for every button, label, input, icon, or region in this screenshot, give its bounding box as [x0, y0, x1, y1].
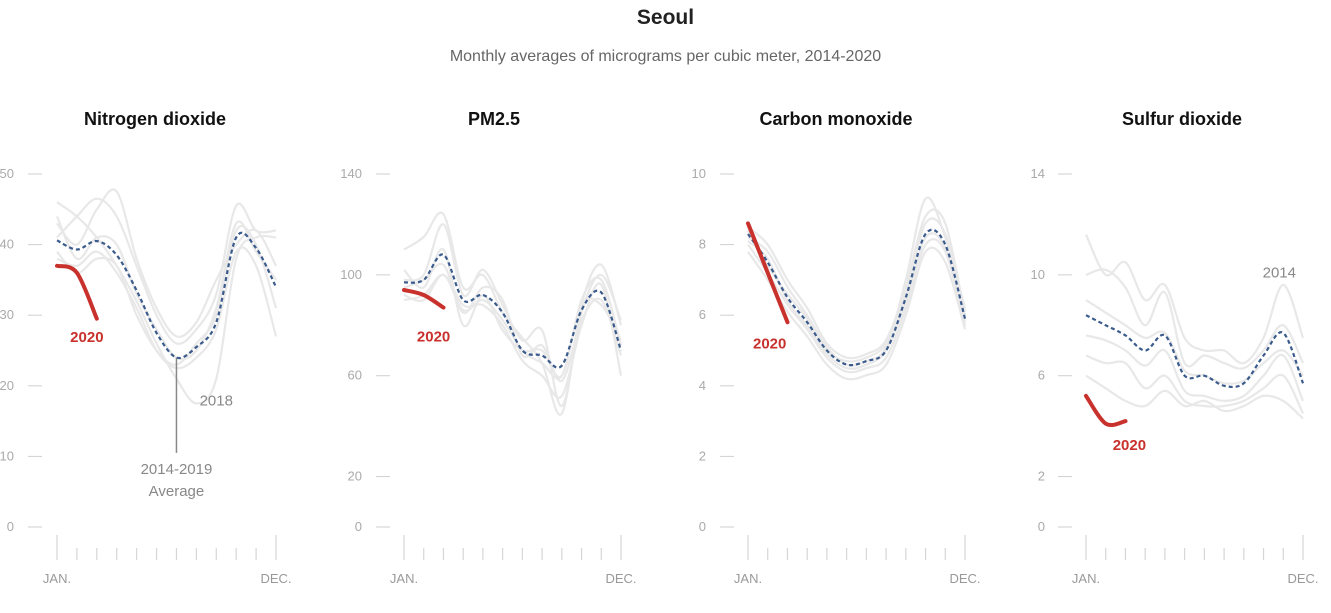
- annotation-label: 2018: [200, 393, 233, 410]
- annotation-label: 2020: [753, 336, 786, 353]
- series-line-background: [56, 224, 278, 366]
- series-line-background: [56, 246, 278, 370]
- series-line-background: [747, 196, 967, 367]
- series-line-2020: [746, 221, 790, 325]
- chart-title: Seoul: [636, 6, 695, 29]
- chart-panel-4: Sulfur dioxide 0 2 6 10 14 JAN. DEC. 2020 2014: [1031, 109, 1319, 586]
- annotation-label: 2014: [1263, 264, 1296, 281]
- series-line-background: [747, 208, 967, 360]
- series-line-2020: [1084, 393, 1128, 428]
- y-tick-label: 10: [692, 166, 706, 181]
- series-line-background: [1085, 354, 1304, 415]
- x-label-start: JAN.: [390, 571, 418, 586]
- x-label-end: DEC.: [1287, 571, 1318, 586]
- series-line-background: [403, 248, 623, 379]
- annotation-label: Average: [149, 483, 205, 500]
- x-label-start: JAN.: [734, 571, 762, 586]
- chart-panel-2: PM2.5 0 20 60 100 140 JAN. DEC. 2020: [340, 109, 636, 586]
- y-tick-label: 100: [340, 267, 362, 282]
- series-line-background: [747, 238, 967, 374]
- y-tick-label: 60: [348, 368, 362, 383]
- x-label-end: DEC.: [949, 571, 980, 586]
- chart-panel-3: Carbon monoxide 0 2 4 6 8 10 JAN. DEC. 2020: [692, 109, 981, 586]
- y-tick-label: 8: [699, 237, 706, 252]
- panel-title: Sulfur dioxide: [1122, 109, 1242, 129]
- series-line-background: [403, 211, 623, 416]
- series-line-background: [403, 273, 622, 380]
- series-line-background: [1085, 334, 1305, 403]
- series-line-average: [747, 228, 967, 367]
- annotation-label: 2020: [70, 329, 103, 346]
- series-line-average: [56, 231, 277, 360]
- y-tick-label: 20: [348, 469, 362, 484]
- y-tick-label: 0: [355, 519, 362, 534]
- series-line-2020: [402, 288, 446, 310]
- y-tick-label: 10: [1031, 267, 1045, 282]
- series-line-background: [1085, 374, 1304, 420]
- y-tick-label: 6: [1038, 368, 1045, 383]
- series-line-background: [56, 188, 277, 338]
- series-line-background: [747, 232, 967, 370]
- x-label-end: DEC.: [605, 571, 636, 586]
- chart-subtitle: Monthly averages of micrograms per cubic…: [449, 48, 882, 65]
- chart-panel-1: Nitrogen dioxide 0 10 20 30 40 50 JAN. DEC. 2020 2…: [0, 109, 292, 586]
- x-label-start: JAN.: [1072, 571, 1100, 586]
- series-line-2020: [55, 263, 99, 321]
- panel-title: Nitrogen dioxide: [84, 109, 226, 129]
- annotation-label: 2020: [417, 329, 450, 346]
- series-line-average: [1085, 314, 1305, 389]
- y-tick-label: 2: [699, 448, 706, 463]
- y-tick-label: 140: [340, 166, 362, 181]
- y-tick-label: 6: [699, 307, 706, 322]
- y-tick-label: 0: [7, 519, 14, 534]
- panel-title: PM2.5: [468, 109, 520, 129]
- y-tick-label: 30: [0, 307, 14, 322]
- y-tick-label: 10: [0, 448, 14, 463]
- x-label-start: JAN.: [43, 571, 71, 586]
- y-tick-label: 14: [1031, 166, 1045, 181]
- series-line-background: [747, 217, 967, 363]
- annotation-label: 2014-2019: [141, 461, 213, 478]
- series-line-background: [1085, 268, 1304, 370]
- y-tick-label: 0: [699, 519, 706, 534]
- series-line-average: [403, 253, 623, 369]
- series-line-background: [56, 197, 277, 345]
- y-tick-label: 0: [1038, 519, 1045, 534]
- series-line-background: [747, 246, 967, 381]
- panel-title: Carbon monoxide: [759, 109, 912, 129]
- series-line-background: [403, 223, 623, 408]
- series-line-background: [55, 215, 277, 361]
- y-tick-label: 20: [0, 378, 14, 393]
- series-line-background: [1085, 299, 1304, 385]
- y-tick-label: 50: [0, 166, 14, 181]
- y-tick-label: 40: [0, 237, 14, 252]
- x-label-end: DEC.: [260, 571, 291, 586]
- annotation-label: 2020: [1113, 437, 1146, 454]
- series-line-background: [1085, 234, 1305, 365]
- y-tick-label: 2: [1038, 469, 1045, 484]
- y-tick-label: 4: [699, 378, 706, 393]
